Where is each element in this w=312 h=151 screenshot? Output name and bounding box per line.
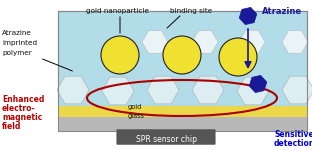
Text: SPR sensor chip: SPR sensor chip <box>135 135 197 143</box>
Bar <box>58 117 307 131</box>
Text: gold nanoparticle: gold nanoparticle <box>85 8 149 14</box>
FancyBboxPatch shape <box>116 129 216 145</box>
Text: Enhanced: Enhanced <box>2 95 44 104</box>
Polygon shape <box>142 31 168 53</box>
Polygon shape <box>147 76 179 104</box>
Text: magnetic: magnetic <box>2 113 42 122</box>
Ellipse shape <box>163 36 201 74</box>
Polygon shape <box>239 31 265 53</box>
Text: Atrazine: Atrazine <box>262 7 302 16</box>
Bar <box>58 11 307 106</box>
Polygon shape <box>192 76 224 104</box>
Polygon shape <box>249 75 267 93</box>
Text: field: field <box>2 122 22 131</box>
Polygon shape <box>237 77 269 105</box>
Text: polymer: polymer <box>2 50 32 56</box>
Text: electro-: electro- <box>2 104 36 113</box>
Polygon shape <box>102 77 134 105</box>
Polygon shape <box>57 76 89 104</box>
Text: imprinted: imprinted <box>2 40 37 46</box>
Bar <box>58 106 307 117</box>
Polygon shape <box>282 76 312 104</box>
Text: glass: glass <box>128 113 145 119</box>
Text: gold: gold <box>128 104 142 110</box>
Polygon shape <box>282 31 308 53</box>
Text: Atrazine: Atrazine <box>2 30 32 36</box>
Ellipse shape <box>101 36 139 74</box>
Text: detection: detection <box>273 139 312 148</box>
Bar <box>58 11 307 131</box>
Polygon shape <box>192 31 218 53</box>
Text: binding site: binding site <box>170 8 212 14</box>
Ellipse shape <box>219 38 257 76</box>
Text: Sensitive: Sensitive <box>274 130 312 139</box>
Polygon shape <box>239 7 257 25</box>
